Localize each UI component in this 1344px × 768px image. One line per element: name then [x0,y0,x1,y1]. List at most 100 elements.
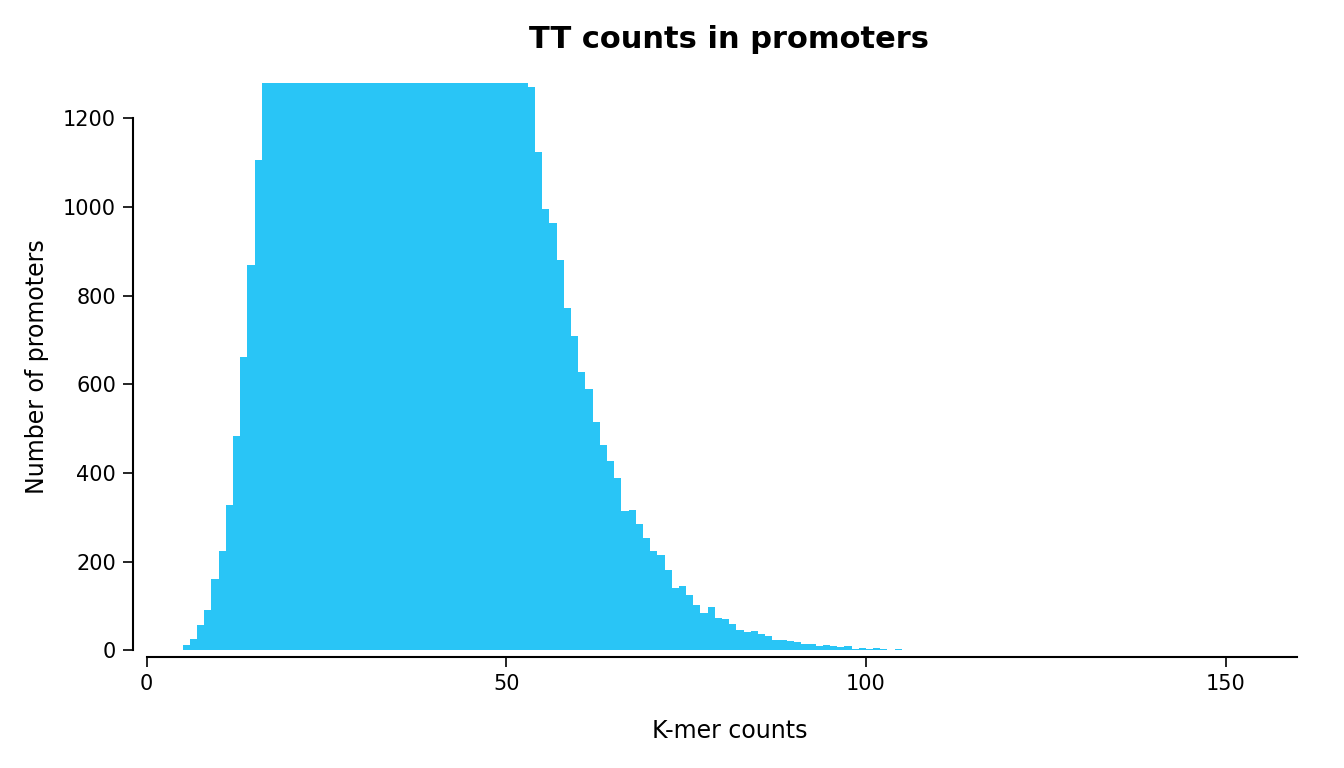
Bar [226,505,233,650]
Bar [794,642,801,650]
X-axis label: K-mer counts: K-mer counts [652,719,806,743]
Bar [305,0,312,650]
Bar [269,0,276,650]
Bar [233,436,241,650]
Bar [816,646,823,650]
Bar [413,0,419,650]
Bar [513,26,520,650]
Bar [657,554,664,650]
Bar [859,647,866,650]
Y-axis label: Number of promoters: Number of promoters [26,239,48,494]
Bar [874,648,880,650]
Bar [730,624,737,650]
Bar [823,645,831,650]
Bar [384,0,391,650]
Bar [507,0,513,650]
Bar [556,260,564,650]
Bar [485,0,492,650]
Bar [664,570,672,650]
Bar [780,640,786,650]
Bar [542,209,550,650]
Bar [679,586,685,650]
Bar [571,336,578,650]
Bar [247,265,254,650]
Bar [262,83,269,650]
Bar [320,0,327,650]
Bar [801,644,808,650]
Bar [520,62,528,650]
Bar [808,644,816,650]
Bar [183,645,190,650]
Bar [743,632,751,650]
Bar [276,0,284,650]
Bar [312,0,320,650]
Bar [333,0,341,650]
Bar [737,630,743,650]
Bar [470,0,477,650]
Bar [528,87,535,650]
Bar [607,461,614,650]
Bar [650,551,657,650]
Bar [241,357,247,650]
Bar [866,649,874,650]
Bar [492,0,499,650]
Bar [636,524,642,650]
Bar [406,0,413,650]
Bar [786,641,794,650]
Bar [700,613,708,650]
Bar [578,372,586,650]
Bar [190,639,198,650]
Bar [722,619,730,650]
Bar [593,422,599,650]
Bar [327,0,333,650]
Bar [370,0,376,650]
Bar [477,0,485,650]
Bar [198,625,204,650]
Bar [621,511,629,650]
Bar [449,0,456,650]
Bar [837,647,844,650]
Bar [211,578,219,650]
Bar [751,631,758,650]
Bar [535,152,542,650]
Bar [363,0,370,650]
Bar [464,0,470,650]
Bar [341,0,348,650]
Bar [254,161,262,650]
Bar [456,0,464,650]
Bar [758,634,765,650]
Title: TT counts in promoters: TT counts in promoters [530,25,929,54]
Bar [773,640,780,650]
Bar [765,636,773,650]
Bar [715,618,722,650]
Bar [499,0,507,650]
Bar [398,0,406,650]
Bar [391,0,398,650]
Bar [708,607,715,650]
Bar [599,445,607,650]
Bar [427,0,434,650]
Bar [586,389,593,650]
Bar [442,0,449,650]
Bar [685,595,694,650]
Bar [419,0,427,650]
Bar [895,649,902,650]
Bar [355,0,363,650]
Bar [204,610,211,650]
Bar [434,0,442,650]
Bar [219,551,226,650]
Bar [550,223,556,650]
Bar [694,605,700,650]
Bar [564,307,571,650]
Bar [831,646,837,650]
Bar [852,649,859,650]
Bar [284,0,290,650]
Bar [348,0,355,650]
Bar [642,538,650,650]
Bar [614,478,621,650]
Bar [880,649,887,650]
Bar [290,0,298,650]
Bar [844,647,852,650]
Bar [298,0,305,650]
Bar [672,588,679,650]
